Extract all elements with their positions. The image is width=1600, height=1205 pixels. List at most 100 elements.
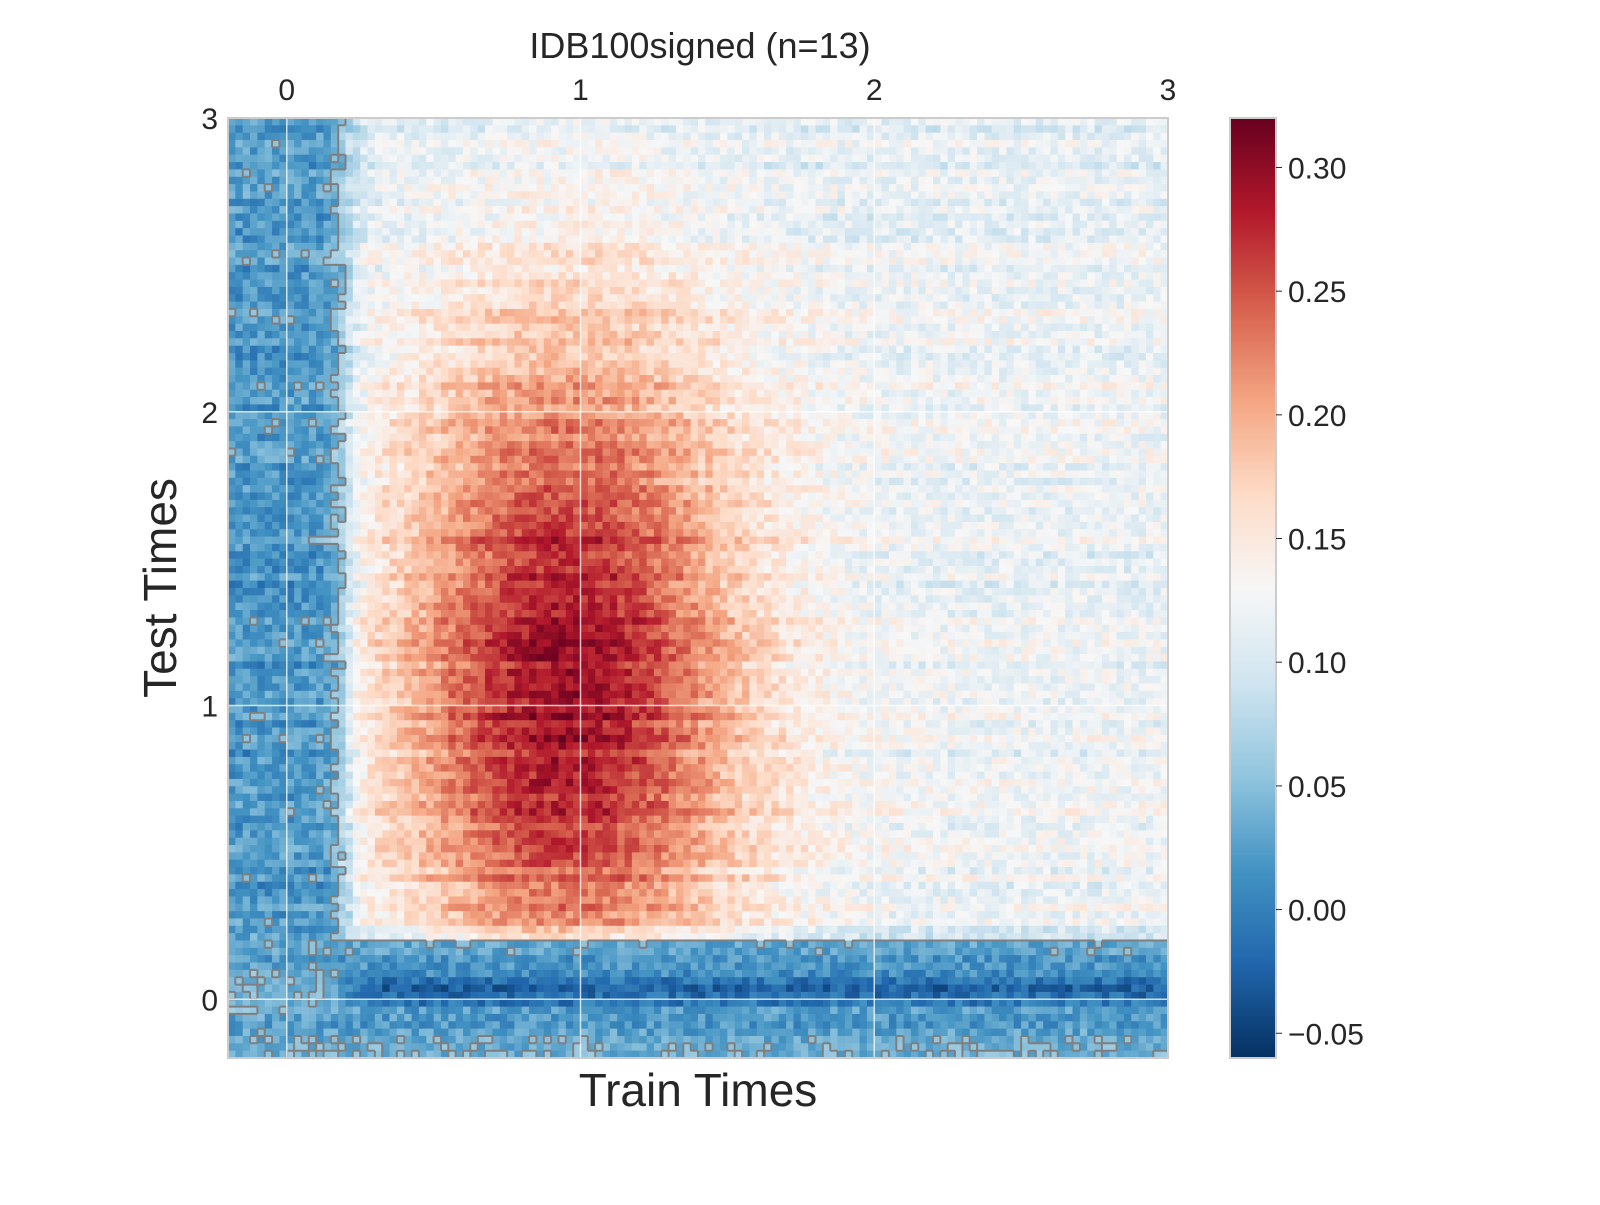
heatmap-cell [852,301,861,310]
heatmap-cell [808,397,817,405]
heatmap-cell [536,162,545,170]
heatmap-cell [903,272,912,281]
heatmap-cell [367,147,376,156]
heatmap-cell [580,345,589,354]
heatmap-cell [778,250,787,259]
heatmap-cell [624,162,633,170]
heatmap-cell [808,264,817,273]
heatmap-cell [903,338,912,347]
heatmap-cell [455,301,464,310]
heatmap-cell [345,154,354,163]
heatmap-cell [1028,264,1037,273]
heatmap-cell [947,323,956,332]
heatmap-cell [661,147,670,156]
heatmap-cell [999,345,1008,354]
heatmap-cell [947,118,956,126]
heatmap-cell [1131,323,1140,332]
heatmap-cell [345,360,354,369]
heatmap-cell [888,286,897,295]
heatmap-cell [690,184,699,193]
heatmap-cell [330,330,339,339]
heatmap-cell [896,250,905,259]
heatmap-cell [764,397,773,405]
heatmap-cell [668,154,677,163]
heatmap-cell [727,250,736,259]
heatmap-cell [668,330,677,339]
heatmap-cell [764,228,773,237]
heatmap-cell [720,132,728,141]
heatmap-cell [969,308,978,317]
heatmap-cell [822,220,831,229]
heatmap-cell [962,206,971,215]
heatmap-cell [969,301,978,310]
heatmap-cell [705,286,714,295]
heatmap-cell [1153,154,1162,163]
heatmap-cell [969,382,978,391]
heatmap-cell [463,125,471,134]
heatmap-cell [529,397,538,405]
heatmap-cell [257,235,266,244]
heatmap-cell [852,184,861,193]
heatmap-cell [712,367,721,376]
heatmap-cell [1072,367,1081,376]
heatmap-cell [675,228,684,237]
heatmap-cell [947,191,956,200]
heatmap-cell [1116,140,1125,148]
heatmap-cell [617,198,626,207]
heatmap-cell [470,242,479,251]
heatmap-cell [396,308,405,317]
heatmap-cell [668,272,677,281]
heatmap-cell [712,301,721,310]
heatmap-cell [984,323,993,332]
heatmap-cell [565,257,574,266]
heatmap-cell [661,367,670,376]
heatmap-cell [631,228,640,237]
heatmap-cell [1013,191,1022,200]
heatmap-cell [426,360,435,369]
heatmap-cell [859,375,868,383]
heatmap-cell [485,220,493,229]
heatmap-cell [595,235,604,244]
heatmap-cell [1006,294,1015,303]
heatmap-cell [279,330,288,339]
heatmap-cell [448,162,457,170]
heatmap-cell [705,345,714,354]
heatmap-cell [477,213,486,222]
heatmap-cell [1094,206,1103,215]
heatmap-cell [1013,367,1022,376]
heatmap-cell [250,154,258,163]
heatmap-cell [477,176,486,185]
heatmap-cell [543,353,552,361]
heatmap-cell [1109,132,1118,141]
heatmap-cell [1094,228,1103,237]
heatmap-cell [888,228,897,237]
heatmap-cell [301,272,310,281]
heatmap-cell [852,257,861,266]
heatmap-cell [661,154,670,163]
heatmap-cell [698,272,706,281]
heatmap-cell [624,176,633,185]
heatmap-cell [999,257,1008,266]
heatmap-cell [1094,397,1103,405]
heatmap-cell [705,272,714,281]
heatmap-cell [977,147,985,156]
heatmap-cell [345,308,354,317]
heatmap-cell [558,316,567,325]
heatmap-cell [742,382,750,391]
heatmap-cell [653,272,662,281]
heatmap-cell [345,375,354,383]
heatmap-cell [668,213,677,222]
heatmap-cell [1035,257,1044,266]
heatmap-cell [279,198,288,207]
heatmap-cell [580,308,589,317]
heatmap-cell [279,375,288,383]
heatmap-cell [624,294,633,303]
heatmap-cell [639,338,648,347]
heatmap-cell [727,235,736,244]
heatmap-cell [815,272,824,281]
heatmap-cell [396,316,405,325]
heatmap-cell [440,250,449,259]
heatmap-cell [903,389,912,398]
heatmap-cell [433,198,442,207]
heatmap-cell [389,147,398,156]
